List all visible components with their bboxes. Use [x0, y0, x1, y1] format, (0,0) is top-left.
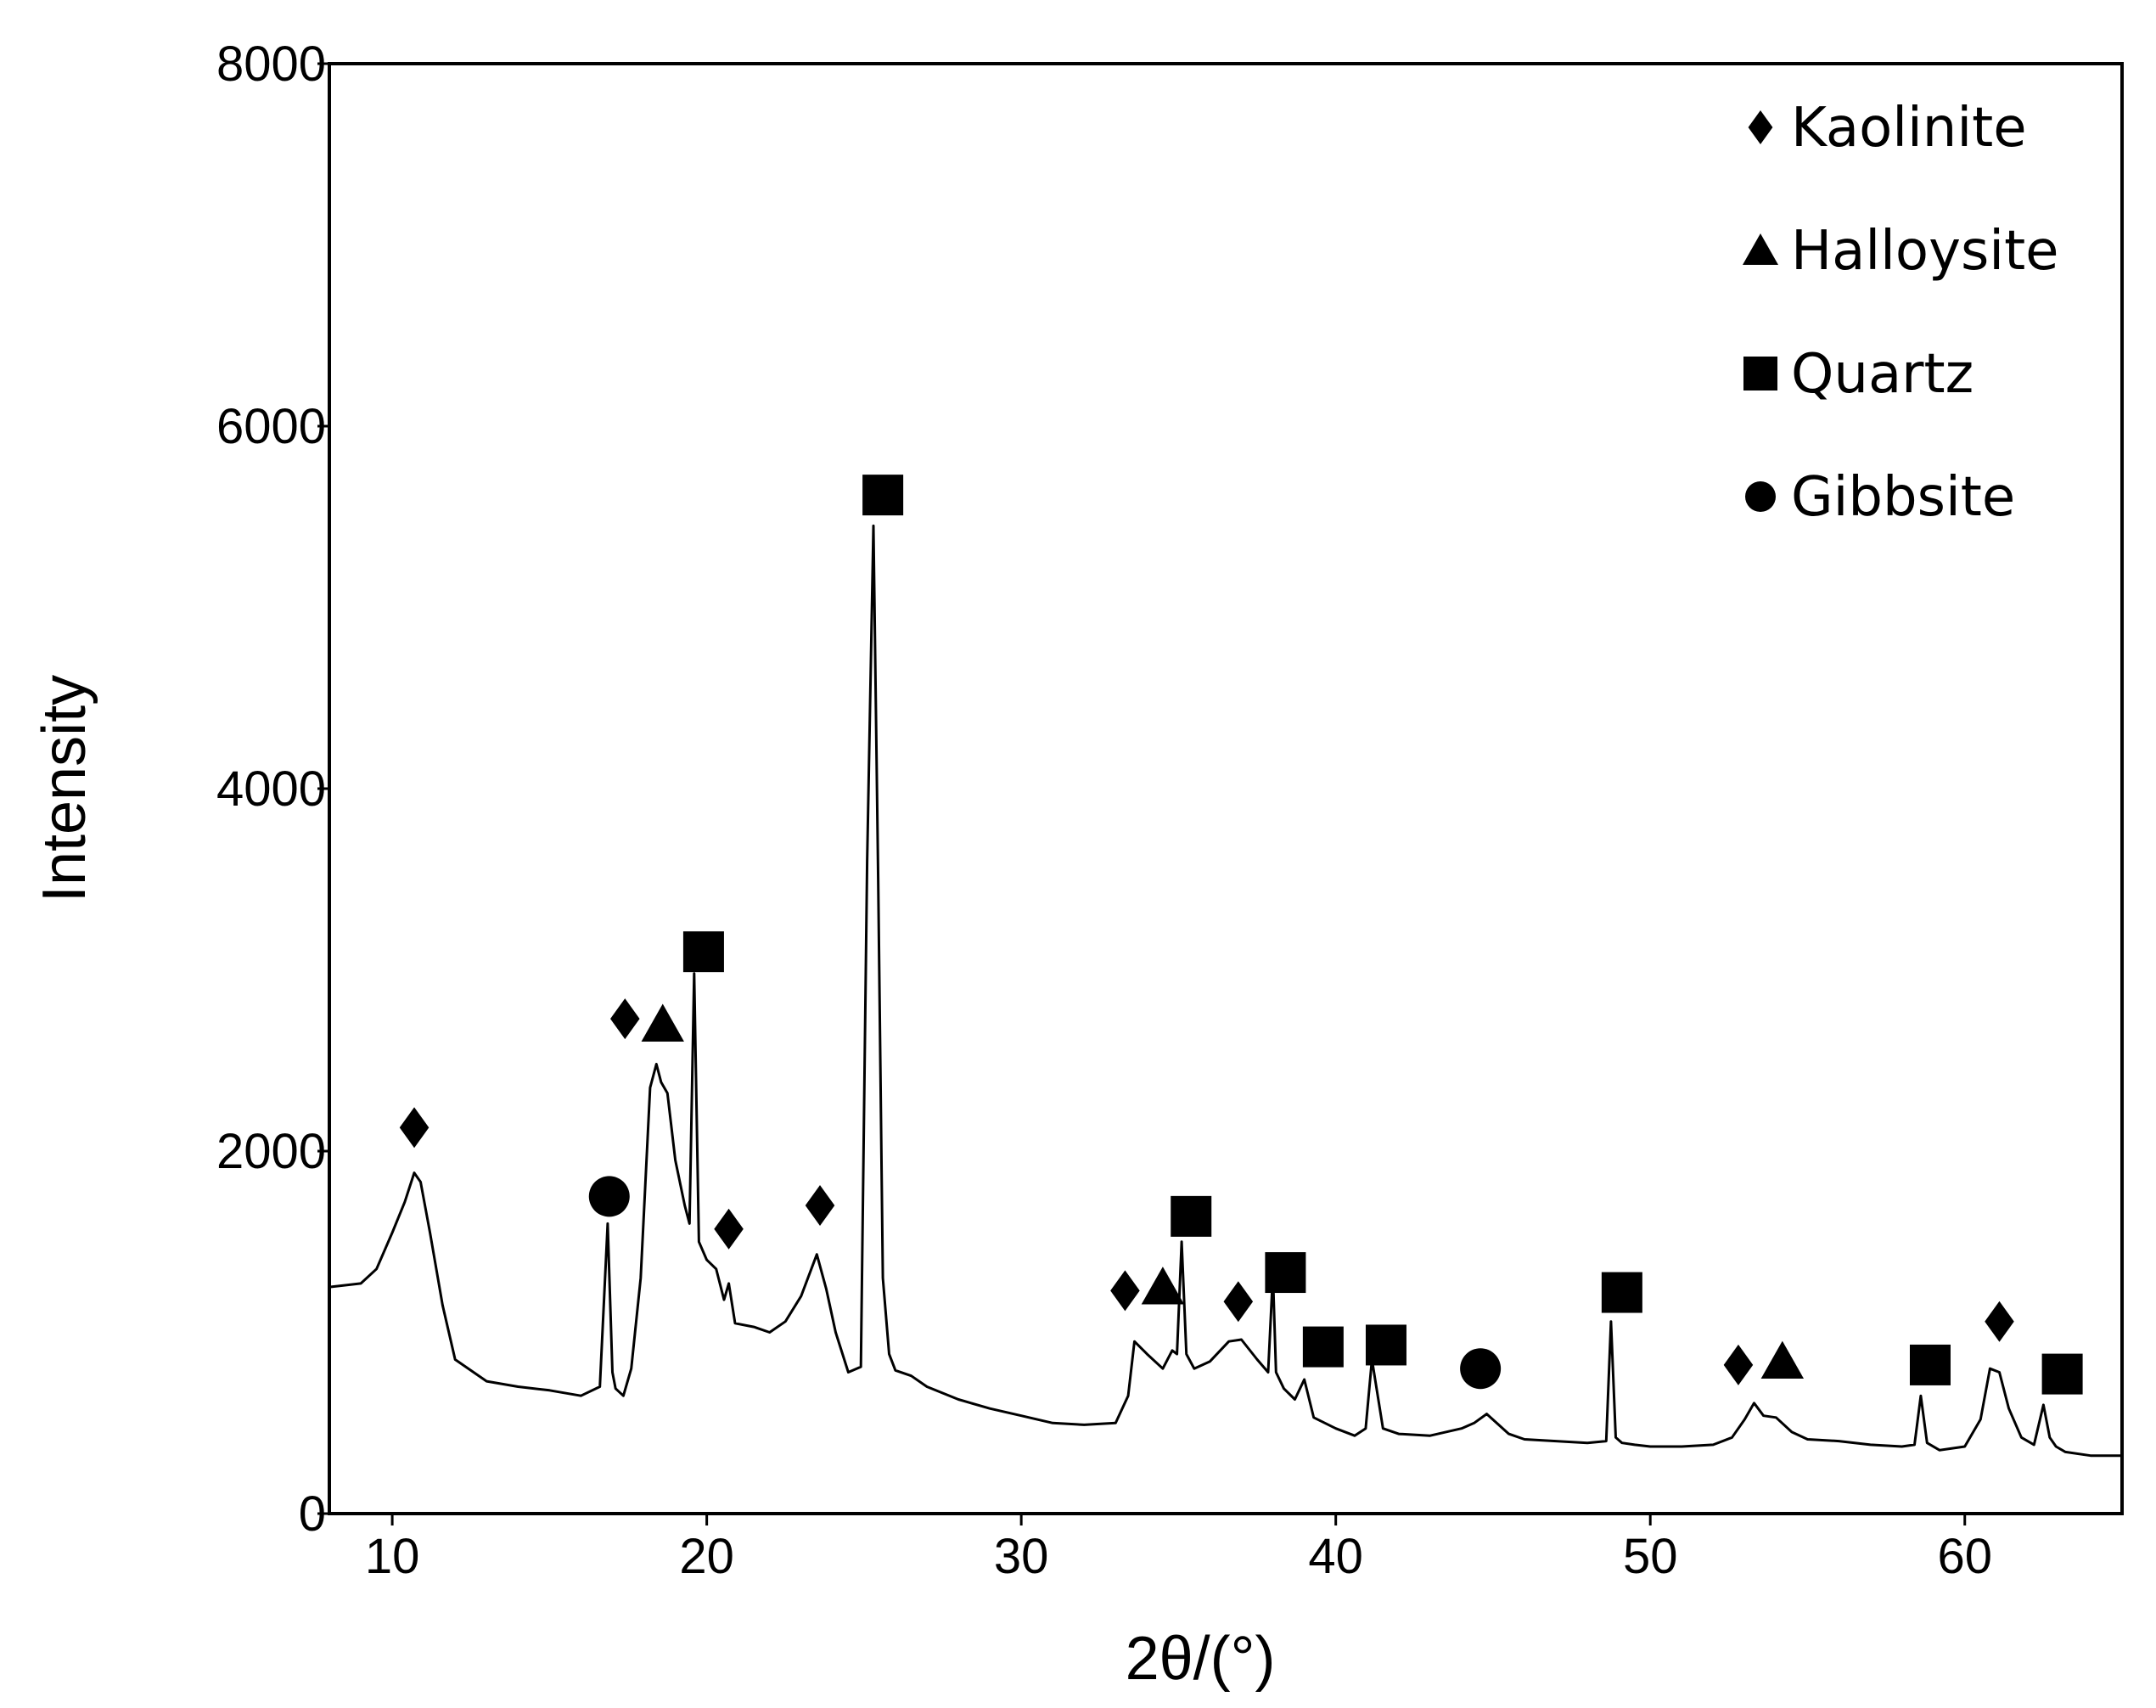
y-tick-label: 4000	[216, 761, 326, 817]
legend-label-halloysite: Halloysite	[1791, 220, 2059, 283]
y-tick-label: 2000	[216, 1124, 326, 1179]
quartz-square-marker	[1171, 1195, 1212, 1237]
axis-ticks	[317, 62, 1967, 1525]
legend-label-kaolinite: Kaolinite	[1791, 97, 2027, 160]
x-tick-label: 40	[1308, 1529, 1363, 1584]
quartz-square-marker	[682, 931, 724, 973]
quartz-square-marker	[2041, 1353, 2083, 1395]
y-tick-label: 6000	[216, 399, 326, 454]
kaolinite-diamond-marker	[714, 1208, 744, 1250]
y-axis-title: Intensity	[31, 675, 98, 902]
x-tick-label: 10	[365, 1529, 420, 1584]
legend: Kaolinite Halloysite Quartz Gibbsite	[1743, 97, 2059, 529]
kaolinite-diamond-marker	[805, 1185, 835, 1227]
x-tick-label: 50	[1623, 1529, 1678, 1584]
x-tick-label: 60	[1937, 1529, 1992, 1584]
quartz-square-marker	[862, 475, 904, 516]
legend-label-quartz: Quartz	[1791, 343, 1974, 406]
x-tick-labels: 10 20 30 40 50 60	[365, 1529, 1992, 1584]
quartz-square-marker	[1365, 1324, 1406, 1366]
x-axis-title: 2θ/(°)	[1126, 1625, 1276, 1693]
xrd-pattern-line	[328, 524, 2122, 1458]
gibbsite-circle-marker	[1460, 1348, 1502, 1390]
kaolinite-diamond-marker	[1985, 1301, 2014, 1342]
halloysite-triangle-marker	[641, 1003, 684, 1042]
plot-frame	[328, 62, 2124, 1515]
gibbsite-circle-marker	[588, 1176, 630, 1217]
x-tick-label: 30	[994, 1529, 1049, 1584]
quartz-square-marker	[1909, 1344, 1951, 1385]
legend-quartz-square-icon	[1743, 357, 1777, 390]
legend-kaolinite-diamond-icon	[1748, 110, 1773, 144]
kaolinite-diamond-marker	[1223, 1281, 1254, 1323]
y-tick-label: 8000	[216, 37, 326, 92]
kaolinite-diamond-marker	[610, 998, 640, 1040]
kaolinite-diamond-marker	[1110, 1270, 1140, 1312]
quartz-square-marker	[1265, 1252, 1306, 1294]
quartz-square-marker	[1601, 1272, 1642, 1313]
legend-gibbsite-circle-icon	[1745, 481, 1776, 512]
legend-halloysite-triangle-icon	[1743, 233, 1778, 265]
halloysite-triangle-marker	[1141, 1267, 1185, 1305]
kaolinite-diamond-marker	[1723, 1344, 1754, 1385]
halloysite-triangle-marker	[1760, 1340, 1805, 1379]
quartz-square-marker	[1302, 1326, 1344, 1368]
x-tick-label: 20	[679, 1529, 734, 1584]
legend-label-gibbsite: Gibbsite	[1791, 466, 2015, 529]
phase-markers	[399, 475, 2083, 1395]
kaolinite-diamond-marker	[399, 1107, 430, 1149]
